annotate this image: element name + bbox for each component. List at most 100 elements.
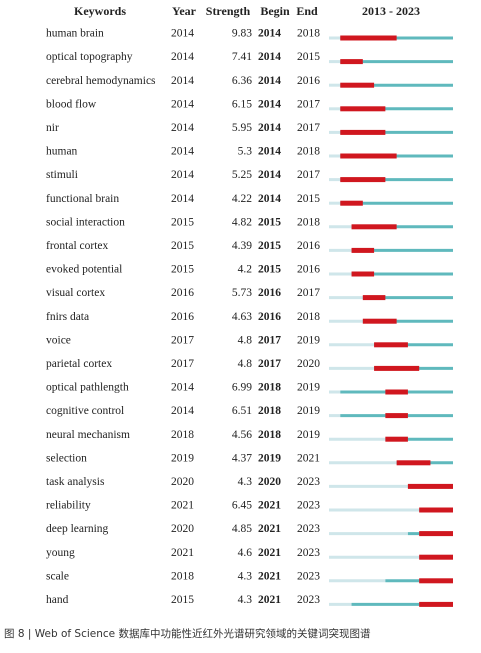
begin: 2019 [258,452,281,464]
burst [385,436,408,442]
caption: 图 8 | Web of Science 数据库中功能性近红外光谱研究领域的关键… [4,627,371,640]
begin: 2021 [258,523,281,535]
year: 2015 [171,264,194,276]
year: 2014 [171,122,194,134]
strength: 6.15 [232,98,252,110]
burst [340,200,363,206]
begin: 2014 [258,98,281,110]
strength: 4.56 [232,429,252,441]
end: 2023 [297,570,320,582]
begin: 2014 [258,51,281,63]
strength: 4.37 [232,452,252,464]
header: 2013 - 2023 [362,4,420,18]
burst [374,342,408,348]
burst [419,531,453,537]
begin: 2018 [258,382,281,394]
keyword: task analysis [46,476,105,488]
end: 2017 [297,98,320,110]
strength: 5.95 [232,122,252,134]
burst [340,153,397,159]
end: 2023 [297,594,320,606]
strength: 7.41 [232,51,252,63]
keyword: human brain [46,28,104,40]
begin: 2018 [258,405,281,417]
end: 2018 [297,216,320,228]
strength: 4.2 [238,264,253,276]
keyword: human [46,146,78,158]
begin: 2021 [258,594,281,606]
burst [419,554,453,560]
year: 2020 [171,523,194,535]
keyword: cognitive control [46,405,124,417]
begin: 2015 [258,240,281,252]
year: 2018 [171,429,194,441]
header: Begin [260,4,290,18]
begin: 2014 [258,75,281,87]
strength: 4.8 [238,358,253,370]
strength: 6.36 [232,75,252,87]
year: 2021 [171,547,194,559]
header: Year [172,4,197,18]
begin: 2015 [258,264,281,276]
burst [419,507,453,513]
end: 2016 [297,75,320,87]
keyword: young [46,547,75,559]
burst [407,483,453,489]
begin: 2014 [258,146,281,158]
burst [396,460,431,466]
burst [340,106,386,112]
year: 2014 [171,405,194,417]
end: 2019 [297,429,320,441]
burst [419,578,453,584]
keyword: stimuli [46,169,78,181]
keyword: parietal cortex [46,358,112,370]
begin: 2014 [258,122,281,134]
end: 2019 [297,405,320,417]
end: 2023 [297,500,320,512]
year: 2020 [171,476,194,488]
strength: 4.3 [238,594,253,606]
burst [385,389,408,395]
keyword: cerebral hemodynamics [46,75,156,87]
keyword: optical pathlength [46,382,129,394]
strength: 6.99 [232,382,252,394]
keyword: voice [46,334,71,346]
end: 2021 [297,452,320,464]
year: 2021 [171,500,194,512]
year: 2014 [171,75,194,87]
year: 2014 [171,146,194,158]
end: 2019 [297,334,320,346]
keyword: selection [46,452,87,464]
end: 2023 [297,547,320,559]
begin: 2014 [258,193,281,205]
begin: 2021 [258,547,281,559]
begin: 2014 [258,28,281,40]
burst [362,295,386,301]
burst [340,177,386,183]
strength: 4.8 [238,334,253,346]
year: 2016 [171,311,194,323]
year: 2014 [171,382,194,394]
begin: 2014 [258,169,281,181]
burst [385,413,408,419]
begin: 2018 [258,429,281,441]
end: 2023 [297,523,320,535]
end: 2018 [297,311,320,323]
keyword: nir [46,122,59,134]
keyword: visual cortex [46,287,105,299]
burst [362,318,397,324]
strength: 4.82 [232,216,252,228]
year: 2015 [171,240,194,252]
begin: 2015 [258,216,281,228]
strength: 4.22 [232,193,252,205]
begin: 2021 [258,500,281,512]
keyword: fnirs data [46,311,89,323]
strength: 5.73 [232,287,252,299]
strength: 6.45 [232,500,252,512]
header: Strength [206,4,251,18]
end: 2016 [297,240,320,252]
year: 2019 [171,452,194,464]
end: 2018 [297,146,320,158]
